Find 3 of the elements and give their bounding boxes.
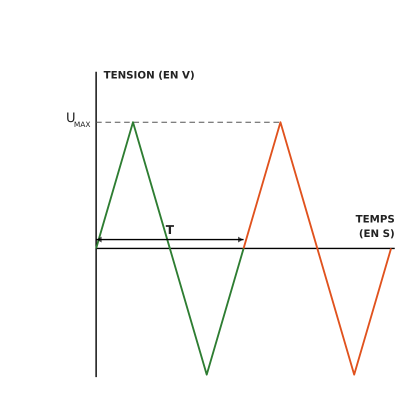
x-axis-title: TEMPS (EN S) bbox=[356, 213, 395, 240]
y-axis-title: TENSION (EN V) bbox=[104, 69, 195, 82]
annotation: T bbox=[166, 223, 175, 238]
